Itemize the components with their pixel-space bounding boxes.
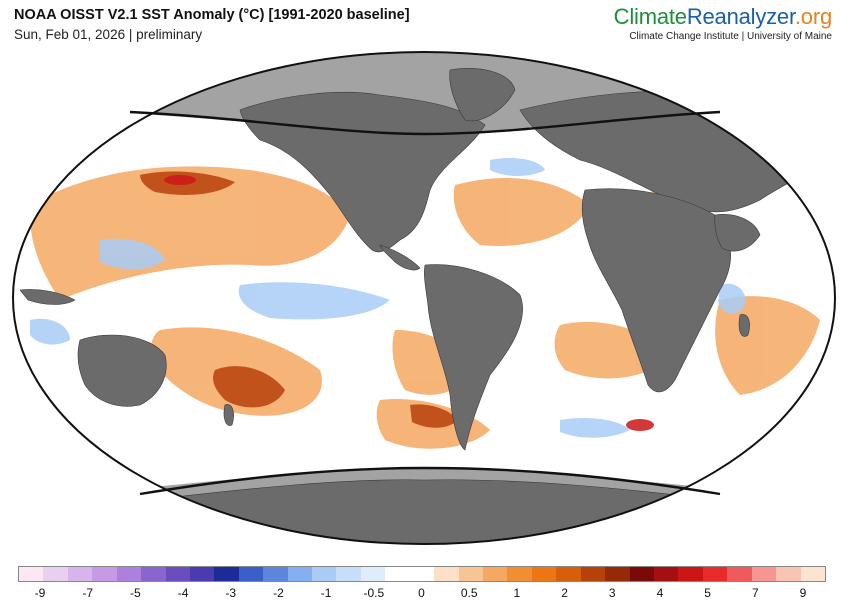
south-america xyxy=(424,264,523,451)
colorbar-swatch xyxy=(531,567,557,581)
colorbar-swatch xyxy=(360,567,386,581)
colorbar-swatch xyxy=(189,567,215,581)
colorbar-swatch xyxy=(287,567,313,581)
colorbar-swatch xyxy=(19,567,44,581)
colorbar-tick-label: 9 xyxy=(799,586,807,600)
colorbar-tick-label: 5 xyxy=(704,586,711,600)
new-zealand xyxy=(223,404,234,426)
globe-outline xyxy=(12,51,836,545)
brand-block[interactable]: ClimateReanalyzer.org Climate Change Ins… xyxy=(613,4,833,42)
extreme-warm-hotspots xyxy=(164,175,654,431)
colorbar-swatch xyxy=(43,567,68,581)
colorbar-tick-label: -5 xyxy=(130,586,141,600)
colorbar-tick-label: 3 xyxy=(608,586,616,600)
logo-text-climate: Climate xyxy=(613,4,687,29)
colorbar-swatch xyxy=(702,567,728,581)
map-title: NOAA OISST V2.1 SST Anomaly (°C) [1991-2… xyxy=(14,7,410,23)
madagascar xyxy=(738,314,750,337)
colorbar-tick-label: -9 xyxy=(34,586,46,600)
colorbar-tick-label: -3 xyxy=(225,586,237,600)
antarctic-boundary-line xyxy=(139,466,721,496)
colorbar-swatch xyxy=(751,567,777,581)
colorbar-swatch xyxy=(605,567,630,581)
colorbar-tick-label: -2 xyxy=(273,586,284,600)
antarctica xyxy=(149,479,721,544)
colorbar-swatch xyxy=(776,567,801,581)
colorbar xyxy=(18,566,826,582)
colorbar-tick-label: -4 xyxy=(177,586,189,600)
colorbar-tick-label: -0.5 xyxy=(363,586,385,600)
colorbar-swatch xyxy=(67,567,93,581)
colorbar-swatch xyxy=(653,567,679,581)
central-america xyxy=(379,244,421,271)
colorbar-tick-label: 7 xyxy=(751,586,759,600)
colorbar-tick-label: 0.5 xyxy=(460,586,478,600)
colorbar-swatch xyxy=(800,567,825,581)
colorbar-tick-label: 1 xyxy=(513,586,521,600)
colorbar-swatch xyxy=(409,567,435,581)
colorbar-tick-label: 0 xyxy=(418,586,425,600)
australia xyxy=(77,334,167,407)
colorbar-swatch xyxy=(727,567,752,581)
cool-anomaly-regions xyxy=(30,158,746,438)
logo-text-reanalyzer: Reanalyzer xyxy=(686,4,795,29)
arabia xyxy=(714,214,761,252)
climate-reanalyzer-logo[interactable]: ClimateReanalyzer.org xyxy=(613,4,833,30)
map-body xyxy=(13,52,835,544)
colorbar-swatch xyxy=(458,567,484,581)
colorbar-swatch xyxy=(214,567,239,581)
colorbar-swatch xyxy=(92,567,117,581)
colorbar-swatch xyxy=(141,567,166,581)
colorbar-swatch xyxy=(238,567,264,581)
colorbar-swatch xyxy=(165,567,190,581)
colorbar-swatch xyxy=(263,567,288,581)
brand-tagline: Climate Change Institute | University of… xyxy=(629,31,832,42)
colorbar-tick-label: 2 xyxy=(561,586,568,600)
indonesia xyxy=(19,289,76,305)
north-america xyxy=(239,91,486,253)
logo-text-org: .org xyxy=(794,4,832,29)
greenland xyxy=(449,68,516,122)
colorbar-swatch xyxy=(434,567,459,581)
colorbar-swatch xyxy=(116,567,142,581)
colorbar-ticks: -9 -7 -5 -4 -3 -2 -1 -0.5 0 0.5 1 2 3 4 5 7 9 xyxy=(0,586,860,606)
colorbar-swatch xyxy=(385,567,410,581)
arctic-boundary-line xyxy=(129,110,721,136)
colorbar-tick-label: -7 xyxy=(82,586,94,600)
colorbar-swatch xyxy=(629,567,654,581)
map-subtitle: Sun, Feb 01, 2026 | preliminary xyxy=(14,27,203,42)
colorbar-tick-label: 4 xyxy=(656,586,664,600)
colorbar-swatch xyxy=(678,567,703,581)
colorbar-swatch xyxy=(336,567,361,581)
colorbar-swatch xyxy=(556,567,581,581)
colorbar-swatch xyxy=(483,567,508,581)
colorbar-swatch xyxy=(507,567,532,581)
colorbar-swatch xyxy=(580,567,606,581)
colorbar-swatch xyxy=(312,567,337,581)
colorbar-tick-label: -1 xyxy=(320,586,332,600)
